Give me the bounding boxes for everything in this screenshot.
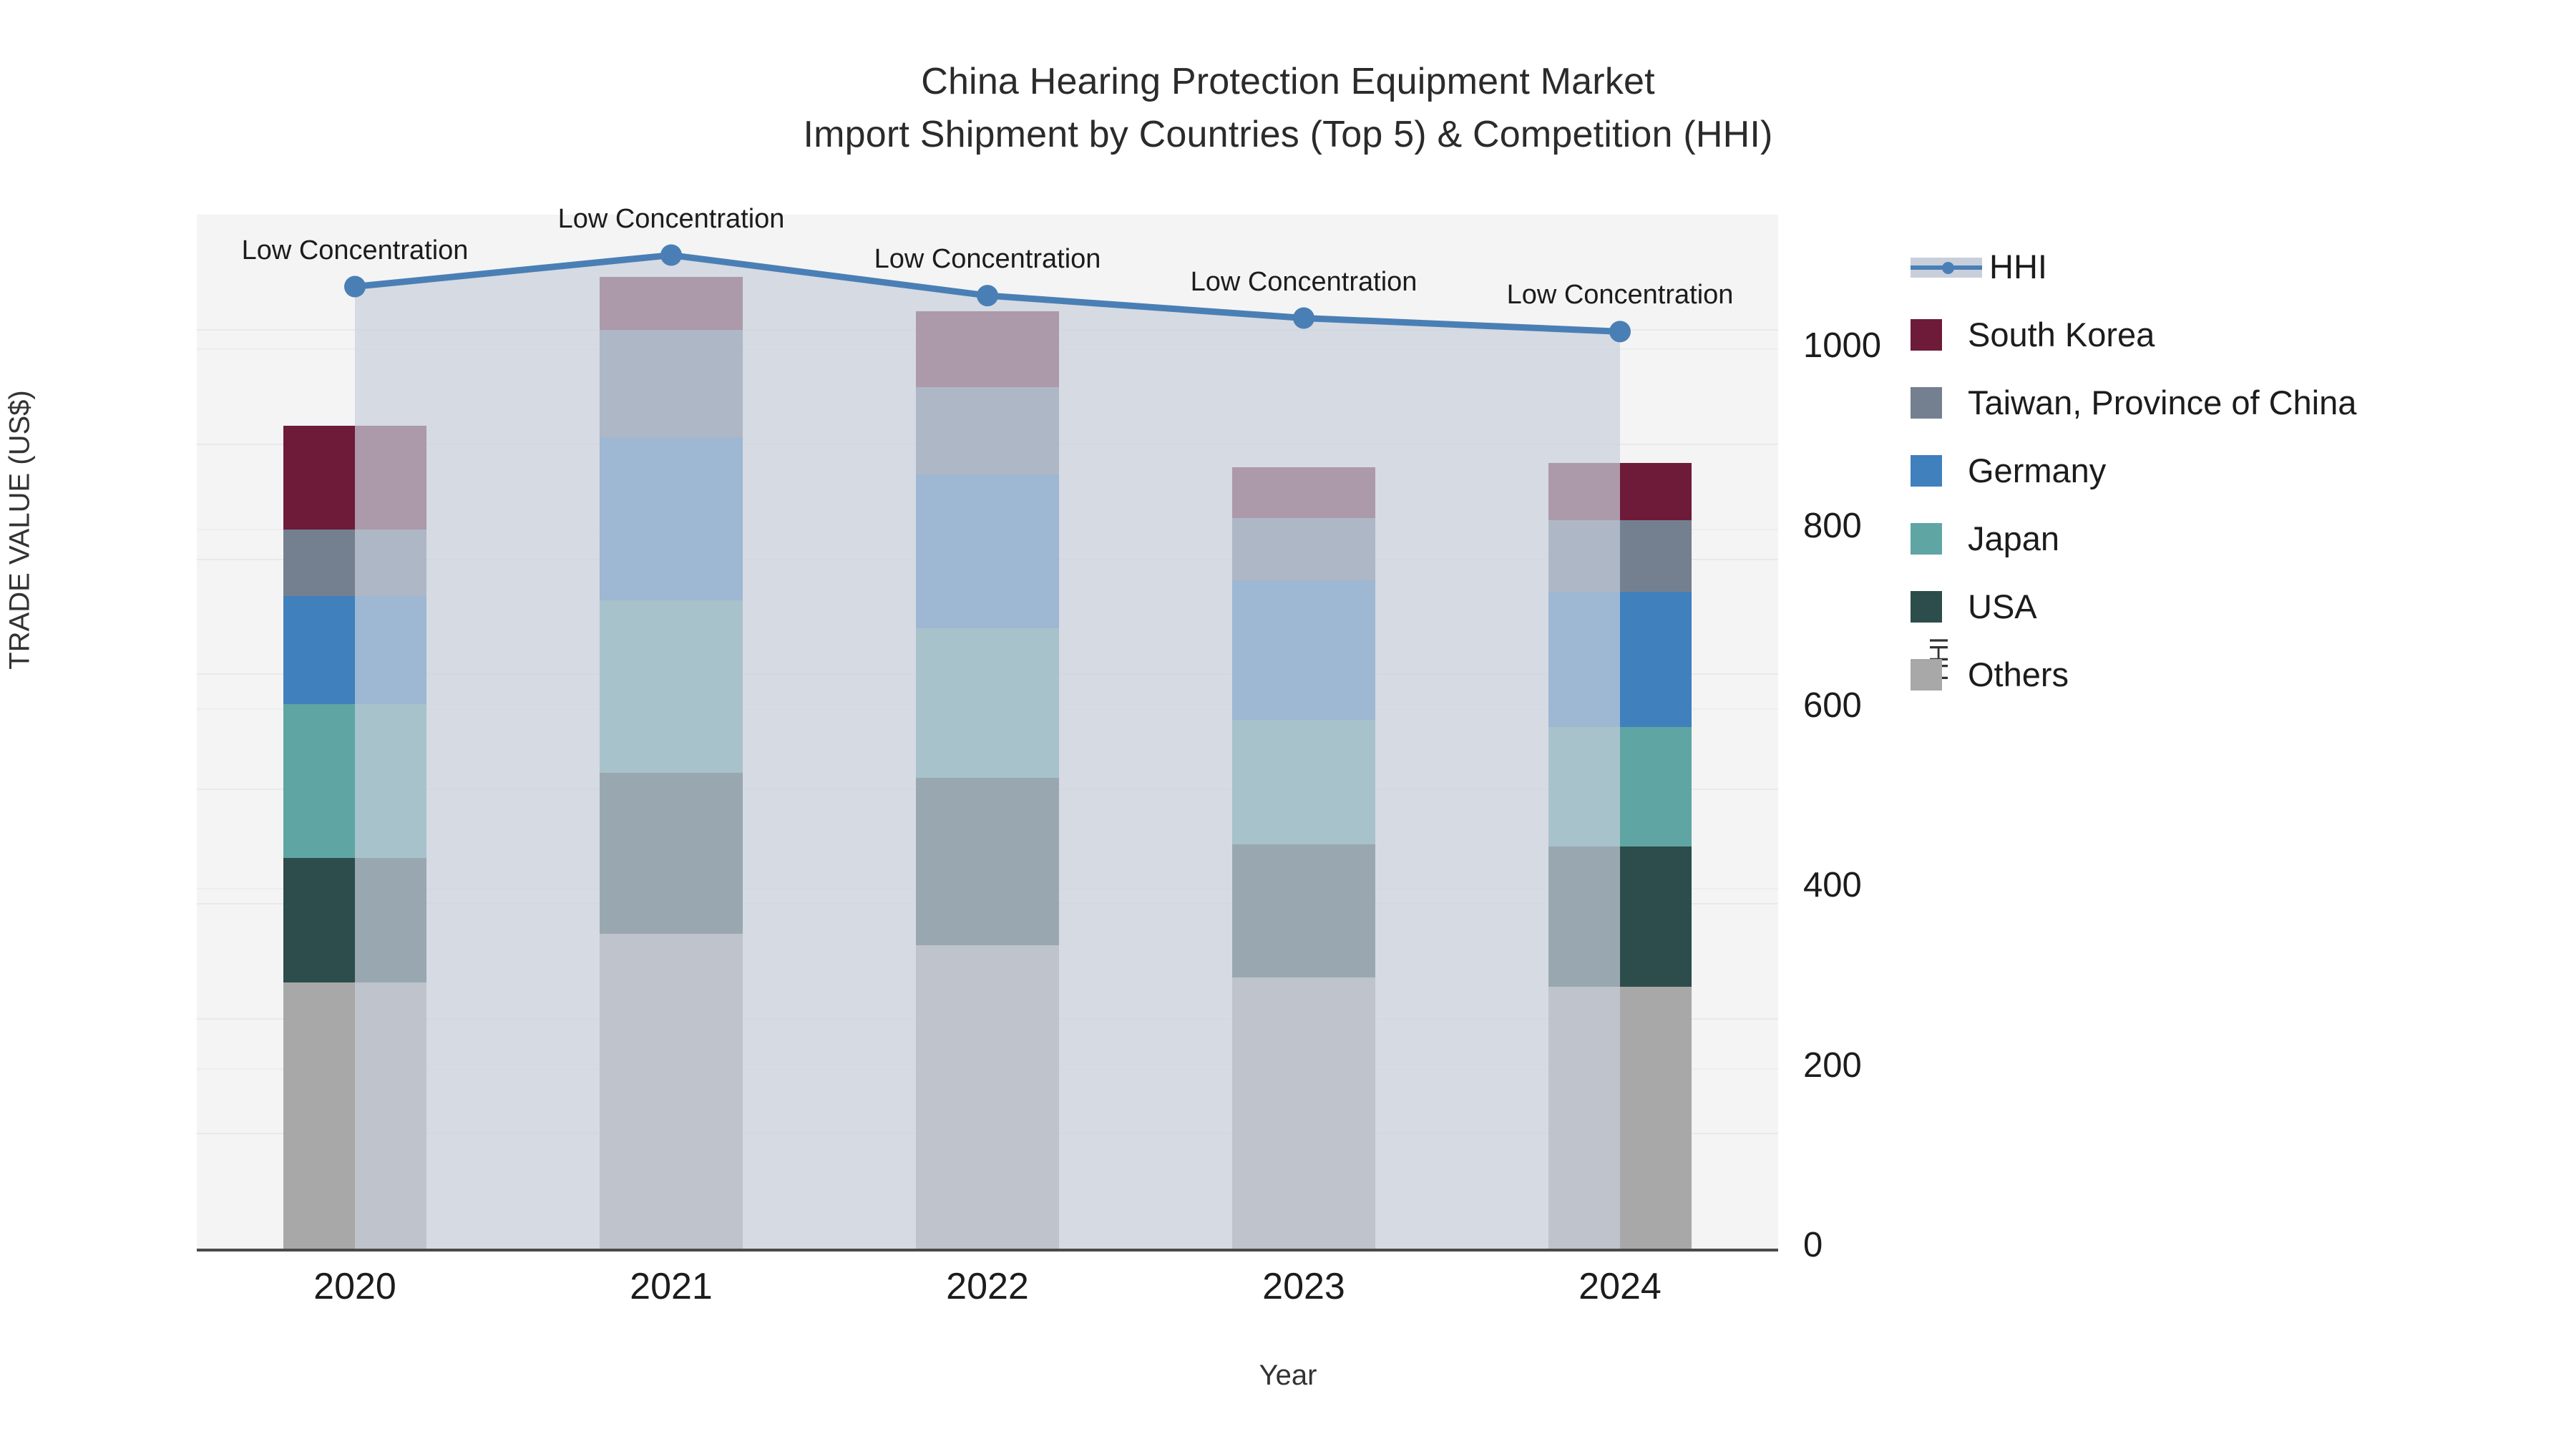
bar-segment[interactable] — [283, 703, 426, 859]
legend-line-marker-icon — [1911, 251, 1982, 283]
x-tick-2020: 2020 — [313, 1266, 396, 1307]
legend-item-japan[interactable]: Japan — [1911, 504, 2555, 572]
bar-segment[interactable] — [600, 934, 743, 1249]
legend-swatch-icon — [1911, 658, 1942, 691]
chart-title-line1: China Hearing Protection Equipment Marke… — [921, 61, 1655, 102]
legend-label: Taiwan, Province of China — [1968, 384, 2357, 421]
legend-label: Others — [1968, 655, 2069, 693]
legend-item-others[interactable]: Others — [1911, 640, 2555, 708]
legend-swatch-icon — [1911, 522, 1942, 555]
legend-swatch-icon — [1911, 318, 1942, 351]
legend-item-taiwan-province-of-china[interactable]: Taiwan, Province of China — [1911, 369, 2555, 436]
bar-segment[interactable] — [1548, 462, 1692, 521]
bar-segment[interactable] — [600, 437, 743, 601]
bar-segment[interactable] — [283, 529, 426, 597]
x-axis-label: Year — [1259, 1360, 1317, 1391]
bar-segment[interactable] — [916, 386, 1059, 474]
legend-label: HHI — [1989, 248, 2047, 286]
plot-area — [197, 215, 1778, 1249]
bar-segment[interactable] — [1548, 986, 1692, 1249]
bar-segment[interactable] — [1548, 727, 1692, 847]
chart-legend: HHI South Korea Taiwan, Province of China G… — [1911, 233, 2555, 708]
bar-segment[interactable] — [283, 426, 426, 530]
y-tick-right: 200 — [1803, 1045, 1862, 1085]
legend-swatch-icon — [1911, 590, 1942, 623]
annotation-low-concentration: Low Concentration — [1190, 266, 1418, 297]
legend-item-germany[interactable]: Germany — [1911, 436, 2555, 504]
x-tick-2023: 2023 — [1262, 1266, 1345, 1307]
bar-segment[interactable] — [1232, 720, 1375, 844]
legend-label: Germany — [1968, 452, 2107, 489]
legend-swatch-icon — [1911, 454, 1942, 487]
x-axis-line — [197, 1249, 1778, 1252]
annotation-low-concentration: Low Concentration — [874, 244, 1101, 275]
bar-segment[interactable] — [1232, 517, 1375, 580]
annotation-low-concentration: Low Concentration — [241, 235, 469, 265]
bar-segment[interactable] — [1232, 844, 1375, 978]
legend-label: USA — [1968, 587, 2037, 625]
chart-title: China Hearing Protection Equipment Marke… — [0, 56, 2576, 162]
annotation-low-concentration: Low Concentration — [557, 203, 785, 234]
bar-segment[interactable] — [1232, 467, 1375, 518]
bar-segment[interactable] — [600, 329, 743, 438]
legend-label: Japan — [1968, 519, 2060, 557]
y-tick-right: 1000 — [1803, 326, 1882, 366]
plot-inner — [197, 215, 1778, 1249]
annotation-low-concentration: Low Concentration — [1506, 280, 1734, 311]
bar-segment[interactable] — [283, 596, 426, 704]
bar-segment[interactable] — [916, 311, 1059, 387]
bar-segment[interactable] — [916, 945, 1059, 1249]
x-tick-2022: 2022 — [946, 1266, 1029, 1307]
bar-segment[interactable] — [600, 773, 743, 935]
bar-segment[interactable] — [1548, 847, 1692, 987]
bar-segment[interactable] — [600, 600, 743, 774]
legend-item-hhi[interactable]: HHI — [1911, 233, 2555, 301]
chart-title-line2: Import Shipment by Countries (Top 5) & C… — [803, 113, 1773, 155]
x-tick-2021: 2021 — [630, 1266, 713, 1307]
bar-group-2020[interactable] — [283, 215, 426, 1249]
y-tick-right: 800 — [1803, 506, 1862, 545]
bar-group-2021[interactable] — [600, 215, 743, 1249]
y-tick-right: 600 — [1803, 686, 1862, 726]
bar-segment[interactable] — [1232, 977, 1375, 1249]
bar-group-2022[interactable] — [916, 215, 1059, 1249]
bar-segment[interactable] — [283, 982, 426, 1249]
legend-item-south-korea[interactable]: South Korea — [1911, 301, 2555, 369]
legend-line-dot-icon — [1942, 261, 1954, 274]
bar-segment[interactable] — [916, 474, 1059, 628]
legend-label: South Korea — [1968, 316, 2155, 353]
legend-swatch-icon — [1911, 386, 1942, 419]
bar-segment[interactable] — [283, 858, 426, 982]
x-tick-2024: 2024 — [1579, 1266, 1662, 1307]
bar-segment[interactable] — [600, 276, 743, 330]
bar-segment[interactable] — [1548, 591, 1692, 728]
bar-segment[interactable] — [1548, 520, 1692, 592]
legend-item-usa[interactable]: USA — [1911, 572, 2555, 640]
bar-segment[interactable] — [1232, 580, 1375, 721]
bar-segment[interactable] — [916, 777, 1059, 946]
y-tick-right: 0 — [1803, 1226, 1823, 1264]
y-axis-label-left: TRADE VALUE (US$) — [4, 390, 36, 670]
bar-segment[interactable] — [916, 628, 1059, 778]
y-tick-right: 400 — [1803, 866, 1862, 905]
bar-group-2023[interactable] — [1232, 215, 1375, 1249]
bar-group-2024[interactable] — [1548, 215, 1692, 1249]
